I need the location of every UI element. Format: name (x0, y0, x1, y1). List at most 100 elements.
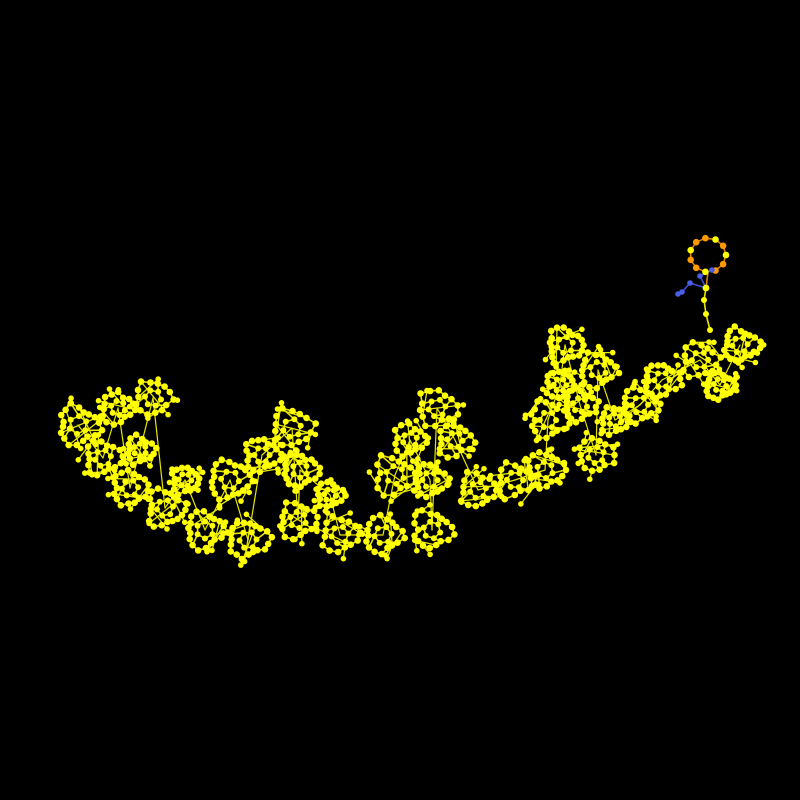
atom (125, 440, 133, 448)
atom (719, 242, 727, 250)
atom (430, 483, 437, 490)
atom (397, 421, 405, 429)
atom (688, 357, 695, 364)
atom (85, 411, 93, 418)
atom (710, 381, 717, 387)
atom (255, 458, 262, 465)
atom (415, 493, 421, 499)
atom (281, 508, 289, 515)
atom (243, 511, 250, 518)
atom (291, 499, 299, 507)
atom (105, 465, 113, 472)
atom (312, 431, 319, 438)
atom (77, 445, 84, 452)
atom (640, 378, 647, 385)
atom (578, 367, 586, 374)
atom (437, 427, 444, 435)
atom (437, 537, 445, 545)
atom (142, 443, 149, 450)
atom (189, 541, 196, 549)
atom (174, 491, 182, 499)
atom (412, 441, 419, 448)
atom (289, 407, 296, 415)
atom (470, 446, 476, 453)
atom (399, 527, 406, 535)
atom (569, 339, 576, 346)
atom (594, 444, 601, 450)
atom (575, 395, 582, 402)
atom (435, 468, 443, 475)
atom (407, 449, 415, 456)
atom (287, 514, 294, 521)
atom (371, 533, 378, 540)
atom (322, 508, 329, 514)
atom (146, 520, 152, 527)
atom (377, 469, 384, 477)
atom (446, 481, 452, 487)
atom (220, 530, 226, 536)
atom (702, 268, 709, 276)
atom (329, 497, 336, 504)
atom (621, 405, 628, 412)
atom (575, 385, 581, 391)
atom (451, 416, 458, 423)
atom (238, 562, 244, 568)
atom (548, 370, 554, 376)
atom (376, 539, 383, 546)
atom (282, 499, 290, 506)
atom (127, 435, 134, 442)
atom (623, 387, 631, 395)
bond (325, 512, 351, 524)
atom (200, 508, 208, 515)
atom (228, 536, 235, 543)
atom (560, 324, 567, 331)
atom (596, 466, 603, 474)
atom (698, 342, 705, 349)
bond (668, 364, 679, 390)
atom (162, 401, 170, 409)
atom (224, 494, 231, 501)
atom (345, 530, 352, 537)
atom (606, 414, 613, 421)
atom (443, 518, 450, 526)
atom (442, 403, 449, 410)
atom (169, 466, 175, 472)
atom (209, 522, 216, 529)
atom (296, 410, 304, 418)
atom (502, 459, 510, 466)
atom (167, 511, 174, 518)
atom (135, 393, 142, 401)
atom (581, 356, 589, 364)
atom (323, 502, 330, 510)
atom (562, 367, 568, 374)
atom (341, 544, 349, 551)
atom (390, 463, 397, 470)
atom (603, 404, 610, 411)
atom (168, 470, 176, 477)
atom (607, 420, 613, 427)
atom (137, 407, 144, 414)
atom (568, 347, 574, 354)
atom (578, 336, 586, 344)
atom (459, 437, 466, 444)
atom (455, 443, 462, 450)
atom (109, 409, 116, 416)
atom (341, 489, 348, 496)
atom (414, 460, 420, 467)
atom (435, 521, 442, 528)
atom (236, 537, 243, 544)
atom (159, 512, 166, 519)
atom (662, 391, 670, 398)
atom (526, 464, 533, 471)
atom (345, 518, 353, 525)
atom (291, 416, 298, 423)
atom (303, 505, 310, 513)
atom (286, 433, 293, 440)
atom (579, 326, 585, 333)
atom (649, 393, 657, 401)
atom (105, 475, 111, 482)
atom (89, 472, 95, 478)
atom (497, 473, 504, 481)
atom (154, 380, 162, 388)
